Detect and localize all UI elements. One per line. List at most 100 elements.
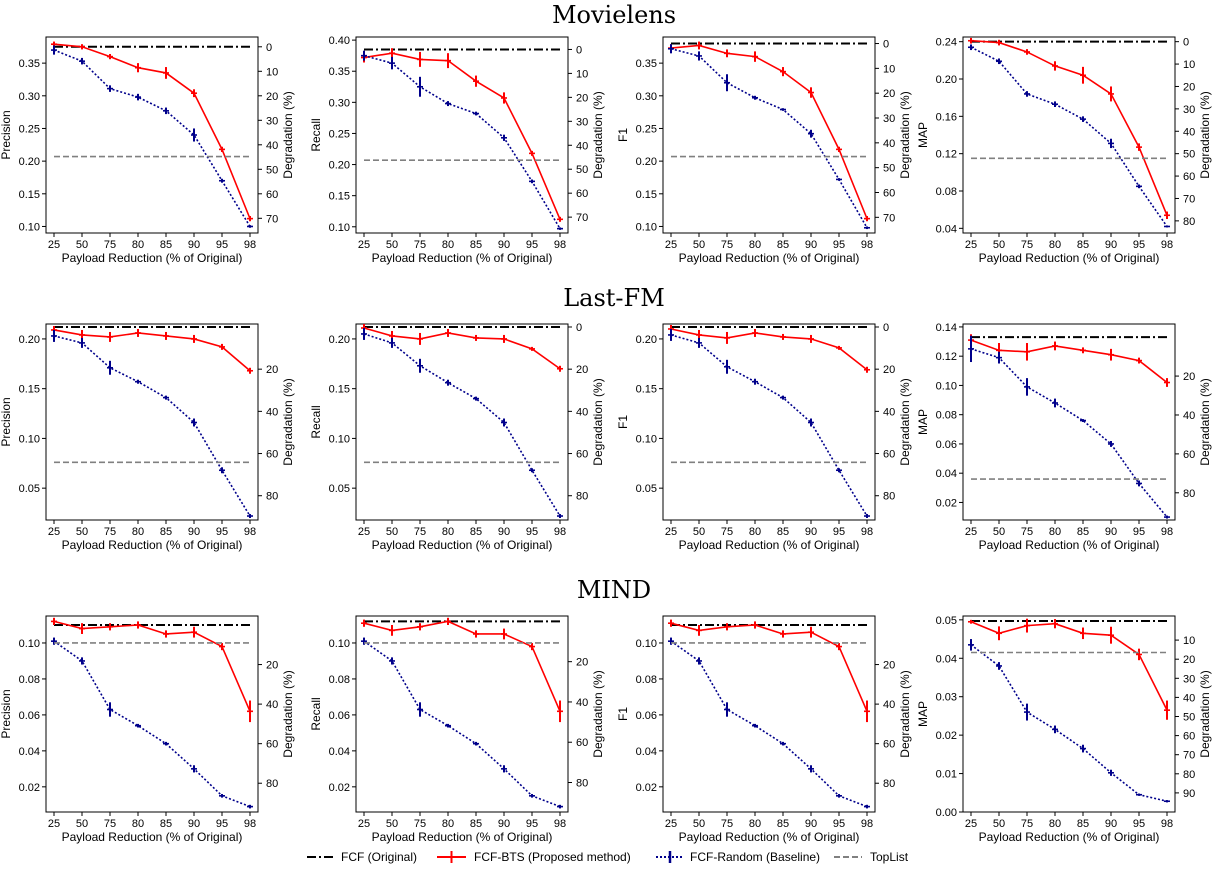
legend-item-original: FCF (Original) <box>307 850 417 864</box>
y-tick-label: 0.02 <box>936 497 957 509</box>
x-tick-label: 90 <box>498 239 510 251</box>
y-tick-label: 0.08 <box>19 674 40 686</box>
y2-axis-label: Degradation (%) <box>281 91 295 178</box>
y-tick-label: 0.10 <box>329 638 350 650</box>
series-line-random <box>670 334 868 517</box>
x-tick-label: 85 <box>470 818 482 830</box>
x-tick-label: 50 <box>693 818 705 830</box>
x-tick-label: 25 <box>665 239 677 251</box>
y-tick-label: 0.30 <box>19 91 40 103</box>
series-line-random <box>670 640 868 808</box>
y2-tick-label: 30 <box>266 115 278 127</box>
x-tick-label: 85 <box>777 526 789 538</box>
y2-axis-label: Degradation (%) <box>281 378 295 465</box>
x-tick-label: 25 <box>48 239 60 251</box>
x-tick-label: 25 <box>965 818 977 830</box>
y-tick-label: 0.08 <box>329 674 350 686</box>
y2-axis-label: Degradation (%) <box>898 378 912 465</box>
y2-tick-label: 20 <box>883 660 895 672</box>
y2-tick-label: 40 <box>883 138 895 150</box>
y2-tick-label: 40 <box>1183 126 1195 138</box>
x-tick-label: 80 <box>1049 818 1061 830</box>
y2-tick-label: 60 <box>266 189 278 201</box>
x-tick-label: 50 <box>76 239 88 251</box>
x-axis-label: Payload Reduction (% of Original) <box>979 830 1160 844</box>
y2-tick-label: 80 <box>1183 216 1195 228</box>
y2-tick-label: 40 <box>883 406 895 418</box>
plot-frame <box>45 36 259 234</box>
y-tick-label: 0.15 <box>19 384 40 396</box>
x-tick-label: 80 <box>749 239 761 251</box>
y2-tick-label: 30 <box>1183 673 1195 685</box>
y2-tick-label: 20 <box>266 91 278 103</box>
legend-label-toplist: TopList <box>870 850 909 864</box>
x-tick-label: 85 <box>777 818 789 830</box>
y-tick-label: 0.06 <box>329 710 350 722</box>
y-tick-label: 0.15 <box>19 189 40 201</box>
y-tick-label: 0.12 <box>936 351 957 363</box>
x-tick-label: 85 <box>470 526 482 538</box>
x-tick-label: 50 <box>993 239 1005 251</box>
x-tick-label: 85 <box>1077 818 1089 830</box>
y2-tick-label: 10 <box>1183 59 1195 71</box>
series-line-bts <box>970 621 1168 711</box>
x-tick-label: 75 <box>414 526 426 538</box>
y-tick-label: 0.10 <box>19 638 40 650</box>
y2-tick-label: 70 <box>1183 750 1195 762</box>
x-tick-label: 80 <box>1049 526 1061 538</box>
y-tick-label: 0.35 <box>636 58 657 70</box>
plot-frame <box>355 615 569 813</box>
x-tick-label: 98 <box>554 818 566 830</box>
y-tick-label: 0.04 <box>19 746 40 758</box>
y-tick-label: 0.20 <box>636 156 657 168</box>
series-line-bts <box>970 339 1168 384</box>
y2-tick-label: 60 <box>883 187 895 199</box>
y2-axis-label: Degradation (%) <box>281 670 295 757</box>
series-line-bts <box>670 622 868 712</box>
y-tick-label: 0.05 <box>636 483 657 495</box>
x-tick-label: 80 <box>749 818 761 830</box>
y-tick-label: 0.15 <box>636 189 657 201</box>
x-tick-label: 90 <box>805 239 817 251</box>
y-axis-label: MAP <box>916 701 930 727</box>
y2-tick-label: 10 <box>266 66 278 78</box>
y2-tick-label: 0 <box>883 322 889 334</box>
series-line-bts <box>363 52 561 220</box>
y2-tick-label: 40 <box>1183 692 1195 704</box>
y2-tick-label: 20 <box>883 88 895 100</box>
series-line-bts <box>53 329 251 372</box>
y2-axis-label: Degradation (%) <box>1198 378 1212 465</box>
x-tick-label: 80 <box>442 526 454 538</box>
y-axis-label: F1 <box>616 707 630 721</box>
y-tick-label: 0.15 <box>329 384 350 396</box>
y2-tick-label: 80 <box>1183 488 1195 500</box>
x-tick-label: 75 <box>1021 818 1033 830</box>
y-axis-label: Recall <box>309 405 323 438</box>
legend-label-bts: FCF-BTS (Proposed method) <box>474 850 631 864</box>
plot-frame <box>355 36 569 234</box>
y-tick-label: 0.15 <box>636 384 657 396</box>
row-title-lastfm: Last-FM <box>563 284 665 312</box>
x-tick-label: 98 <box>1161 239 1173 251</box>
y2-tick-label: 60 <box>1183 731 1195 743</box>
y2-tick-label: 10 <box>576 68 588 80</box>
x-tick-label: 80 <box>1049 239 1061 251</box>
plot-frame <box>45 615 259 813</box>
x-tick-label: 75 <box>721 239 733 251</box>
y2-tick-label: 0 <box>576 322 582 334</box>
series-line-bts <box>53 43 251 219</box>
y2-tick-label: 10 <box>1183 635 1195 647</box>
y2-tick-label: 0 <box>1183 37 1189 49</box>
x-tick-label: 95 <box>1133 239 1145 251</box>
y2-tick-label: 40 <box>576 406 588 418</box>
x-axis-label: Payload Reduction (% of Original) <box>372 251 553 265</box>
series-line-random <box>363 54 561 230</box>
